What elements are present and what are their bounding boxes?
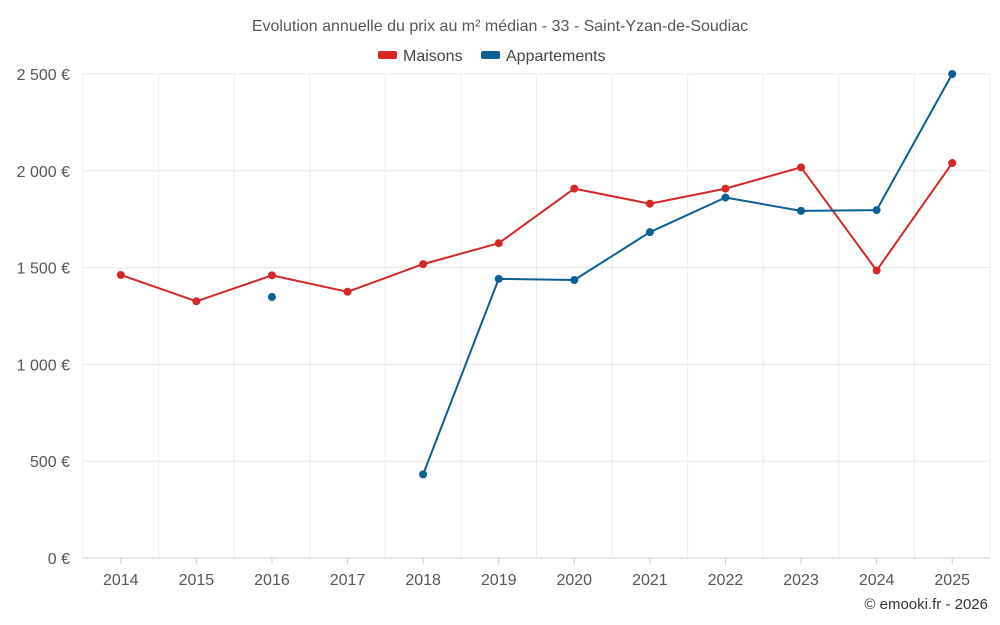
grid xyxy=(82,73,991,558)
x-tick-label: 2025 xyxy=(934,572,970,589)
credit: © emooki.fr - 2026 xyxy=(864,596,988,613)
x-tick-label: 2016 xyxy=(254,572,290,589)
x-tick-label: 2024 xyxy=(859,572,895,589)
x-tick-label: 2019 xyxy=(481,572,517,589)
x-tick-label: 2023 xyxy=(783,572,819,589)
data-point-maisons xyxy=(419,260,428,269)
legend-label-maisons: Maisons xyxy=(403,48,463,65)
data-point-maisons xyxy=(570,184,579,193)
x-tick-label: 2014 xyxy=(103,572,139,589)
axes: 0 € 500 € 1 000 € 1 500 € 2 000 € 2 500 € 2014… xyxy=(17,67,990,589)
legend-swatch-maisons xyxy=(378,51,397,59)
data-point-appartements xyxy=(645,228,654,237)
data-point-appartements xyxy=(721,193,730,202)
series-line-maisons xyxy=(120,162,954,303)
data-point-appartements xyxy=(267,293,276,302)
data-point-appartements xyxy=(419,470,428,479)
legend-label-appartements: Appartements xyxy=(506,48,606,65)
data-point-maisons xyxy=(872,266,881,275)
y-tick-label: 1 500 € xyxy=(17,261,70,278)
legend: Maisons Appartements xyxy=(378,48,606,65)
series-group xyxy=(116,70,957,479)
data-point-maisons xyxy=(797,163,806,172)
legend-swatch-appartements xyxy=(481,51,500,59)
data-point-appartements xyxy=(570,275,579,284)
y-tick-label: 2 000 € xyxy=(17,164,70,181)
y-tick-label: 0 € xyxy=(48,551,70,568)
data-point-maisons xyxy=(645,199,654,208)
x-tick-label: 2018 xyxy=(405,572,441,589)
data-point-maisons xyxy=(721,184,730,193)
data-point-maisons xyxy=(267,271,276,280)
y-tick-label: 500 € xyxy=(30,454,70,471)
y-tick-label: 2 500 € xyxy=(17,67,70,84)
x-tick-label: 2022 xyxy=(708,572,744,589)
x-tick-label: 2020 xyxy=(556,572,592,589)
y-tick-label: 1 000 € xyxy=(17,357,70,374)
x-tick-label: 2017 xyxy=(330,572,366,589)
data-point-appartements xyxy=(872,206,881,215)
data-point-maisons xyxy=(494,239,503,248)
data-point-maisons xyxy=(116,270,125,279)
data-point-appartements xyxy=(797,206,806,215)
data-point-maisons xyxy=(343,287,352,296)
series-line-appartements xyxy=(422,73,954,475)
data-point-maisons xyxy=(948,159,957,168)
x-tick-label: 2015 xyxy=(179,572,215,589)
chart-title: Evolution annuelle du prix au m² médian … xyxy=(252,18,748,35)
data-point-appartements xyxy=(494,274,503,283)
data-point-maisons xyxy=(192,297,201,306)
data-point-appartements xyxy=(948,70,957,78)
x-tick-label: 2021 xyxy=(632,572,668,589)
